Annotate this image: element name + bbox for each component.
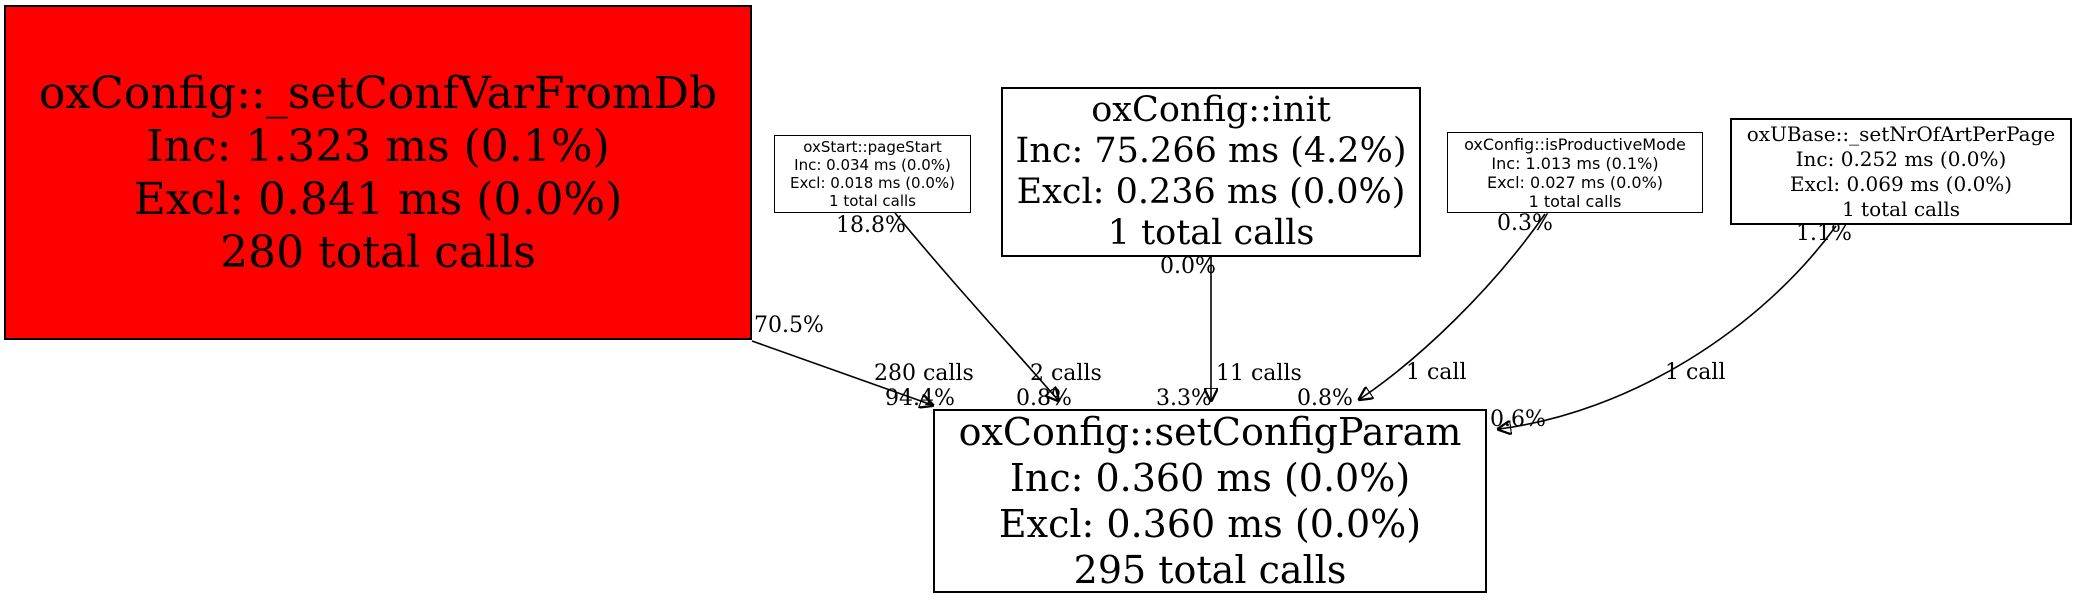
node-inclusive-time: Inc: 0.034 ms (0.0%) bbox=[794, 156, 951, 174]
edge-pagestart-source-pct-label: 18.8% bbox=[836, 213, 906, 238]
edge-setconfvarfromdb-calls-label: 280 calls bbox=[874, 361, 974, 386]
node-total-calls: 280 total calls bbox=[220, 226, 536, 278]
node-init[interactable]: oxConfig::init Inc: 75.266 ms (4.2%) Exc… bbox=[1001, 87, 1421, 257]
node-total-calls: 1 total calls bbox=[1841, 196, 1961, 221]
edge-isproductivemode-source-pct-label: 0.3% bbox=[1497, 211, 1553, 236]
edge-setnrofartperpage-to-setconfigparam bbox=[1499, 225, 1837, 429]
node-setconfigparam[interactable]: oxConfig::setConfigParam Inc: 0.360 ms (… bbox=[933, 409, 1487, 593]
node-total-calls: 1 total calls bbox=[1107, 213, 1315, 253]
node-exclusive-time: Excl: 0.360 ms (0.0%) bbox=[998, 502, 1422, 546]
node-setconfvarfromdb[interactable]: oxConfig::_setConfVarFromDb Inc: 1.323 m… bbox=[4, 5, 752, 340]
node-exclusive-time: Excl: 0.236 ms (0.0%) bbox=[1016, 172, 1406, 212]
edge-setconfvarfromdb-source-pct-label: 70.5% bbox=[754, 313, 824, 338]
node-exclusive-time: Excl: 0.027 ms (0.0%) bbox=[1486, 172, 1664, 192]
node-exclusive-time: Excl: 0.069 ms (0.0%) bbox=[1789, 171, 2013, 196]
edge-setconfvarfromdb-target-pct-label: 94.4% bbox=[885, 386, 955, 411]
edge-isproductivemode-target-pct-label: 0.8% bbox=[1297, 386, 1353, 411]
node-pagestart[interactable]: oxStart::pageStart Inc: 0.034 ms (0.0%) … bbox=[774, 135, 971, 213]
node-exclusive-time: Excl: 0.018 ms (0.0%) bbox=[789, 174, 956, 192]
node-title: oxConfig::isProductiveMode bbox=[1464, 134, 1686, 154]
edge-setnrofartperpage-calls-label: 1 call bbox=[1665, 360, 1726, 385]
edge-setnrofartperpage-target-pct-label: 0.6% bbox=[1490, 407, 1546, 432]
edge-pagestart-target-pct-label: 0.8% bbox=[1016, 386, 1072, 411]
node-setnrofartperpage[interactable]: oxUBase::_setNrOfArtPerPage Inc: 0.252 m… bbox=[1730, 118, 2072, 225]
node-title: oxConfig::init bbox=[1091, 90, 1331, 130]
node-isproductivemode[interactable]: oxConfig::isProductiveMode Inc: 1.013 ms… bbox=[1447, 132, 1703, 213]
node-exclusive-time: Excl: 0.841 ms (0.0%) bbox=[133, 173, 623, 225]
node-inclusive-time: Inc: 1.323 ms (0.1%) bbox=[146, 120, 610, 172]
node-total-calls: 295 total calls bbox=[1073, 548, 1347, 592]
edge-init-source-pct-label: 0.0% bbox=[1160, 254, 1216, 279]
edge-setnrofartperpage-source-pct-label: 1.1% bbox=[1796, 221, 1852, 246]
node-inclusive-time: Inc: 1.013 ms (0.1%) bbox=[1491, 153, 1659, 173]
node-total-calls: 1 total calls bbox=[1528, 191, 1622, 211]
node-title: oxConfig::_setConfVarFromDb bbox=[38, 67, 718, 119]
node-total-calls: 1 total calls bbox=[829, 192, 916, 210]
node-title: oxUBase::_setNrOfArtPerPage bbox=[1746, 121, 2056, 146]
node-title: oxStart::pageStart bbox=[803, 138, 942, 156]
node-inclusive-time: Inc: 0.252 ms (0.0%) bbox=[1795, 146, 2007, 171]
edge-init-calls-label: 11 calls bbox=[1216, 361, 1302, 386]
node-inclusive-time: Inc: 0.360 ms (0.0%) bbox=[1009, 456, 1411, 500]
edge-pagestart-calls-label: 2 calls bbox=[1030, 361, 1102, 386]
edge-isproductivemode-calls-label: 1 call bbox=[1406, 360, 1467, 385]
node-inclusive-time: Inc: 75.266 ms (4.2%) bbox=[1015, 131, 1407, 171]
edge-init-target-pct-label: 3.3% bbox=[1156, 386, 1212, 411]
node-title: oxConfig::setConfigParam bbox=[958, 410, 1462, 454]
